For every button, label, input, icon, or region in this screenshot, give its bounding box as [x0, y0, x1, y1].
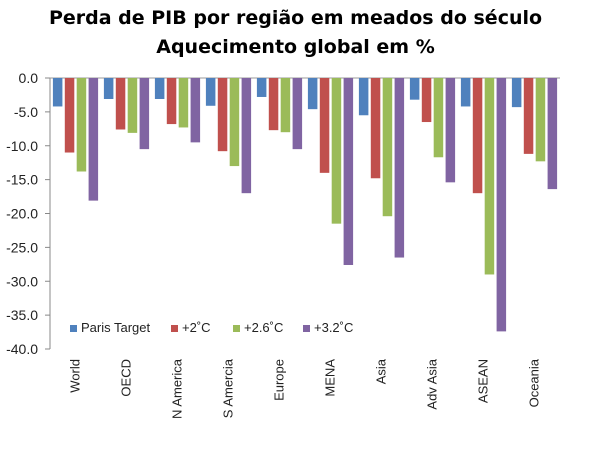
category-label: Oceania	[527, 358, 542, 407]
bar	[154, 78, 165, 100]
legend-label: +3.2˚C	[314, 320, 353, 335]
legend-swatch	[233, 325, 240, 332]
y-tick-label: -40.0	[6, 341, 38, 357]
y-axis: 0.0 -5.0 -10.0 -15.0 -20.0 -25.0 -30.0 -35.0 -40…	[6, 70, 560, 357]
category-label: OECD	[119, 359, 134, 397]
bar	[484, 78, 495, 275]
category-label: ASEAN	[476, 359, 491, 403]
bar	[229, 78, 240, 167]
category-label: World	[68, 359, 83, 393]
bar	[547, 78, 558, 190]
bar	[307, 78, 318, 110]
bar	[280, 78, 291, 133]
bar	[292, 78, 303, 150]
legend-label: Paris Target	[81, 320, 151, 335]
bar	[409, 78, 420, 100]
chart-title: Perda de PIB por região em meados do séc…	[48, 7, 543, 29]
bar	[103, 78, 114, 100]
legend-swatch	[303, 325, 310, 332]
bar	[535, 78, 546, 162]
category-label: Asia	[374, 358, 389, 384]
bar	[331, 78, 342, 224]
legend: Paris Target +2˚C +2.6˚C +3.2˚C	[70, 320, 353, 335]
x-axis-labels: World OECD N America S Amercia Europe MENA Asi…	[68, 358, 542, 419]
bar	[88, 78, 99, 201]
y-tick-label: -25.0	[6, 239, 38, 255]
bar	[241, 78, 252, 194]
category-label: N America	[170, 358, 185, 419]
bar	[319, 78, 330, 173]
bar	[178, 78, 189, 128]
bar	[343, 78, 354, 265]
bar	[358, 78, 369, 116]
bar	[127, 78, 138, 133]
chart-subtitle: Aquecimento global em %	[156, 36, 435, 58]
bar	[445, 78, 456, 183]
category-label: MENA	[323, 359, 338, 397]
category-label: Adv Asia	[425, 358, 440, 409]
y-tick-label: -15.0	[6, 172, 38, 188]
bar	[166, 78, 177, 125]
legend-swatch	[171, 325, 178, 332]
bar	[496, 78, 507, 332]
y-tick-label: -5.0	[14, 104, 38, 120]
bar	[460, 78, 471, 107]
bar	[523, 78, 534, 154]
bar	[205, 78, 216, 106]
bar	[217, 78, 228, 152]
y-tick-label: -20.0	[6, 206, 38, 222]
y-tick-label: -30.0	[6, 273, 38, 289]
y-tick-label: -35.0	[6, 307, 38, 323]
bar	[64, 78, 75, 153]
category-label: Europe	[272, 359, 287, 401]
bar	[433, 78, 444, 158]
y-tick-label: -10.0	[6, 138, 38, 154]
bar	[382, 78, 393, 217]
bar	[511, 78, 522, 108]
category-label: S Amercia	[221, 358, 236, 418]
bar	[139, 78, 150, 150]
y-tick-label: 0.0	[19, 70, 39, 86]
bar	[394, 78, 405, 258]
bar	[190, 78, 201, 143]
legend-swatch	[70, 325, 77, 332]
bar	[370, 78, 381, 179]
bar	[52, 78, 63, 107]
bar	[472, 78, 483, 194]
legend-label: +2.6˚C	[244, 320, 283, 335]
bar	[115, 78, 126, 130]
bar	[76, 78, 87, 172]
legend-label: +2˚C	[182, 320, 211, 335]
bar	[256, 78, 267, 97]
bars	[52, 78, 558, 332]
bar	[268, 78, 279, 131]
bar	[421, 78, 432, 123]
